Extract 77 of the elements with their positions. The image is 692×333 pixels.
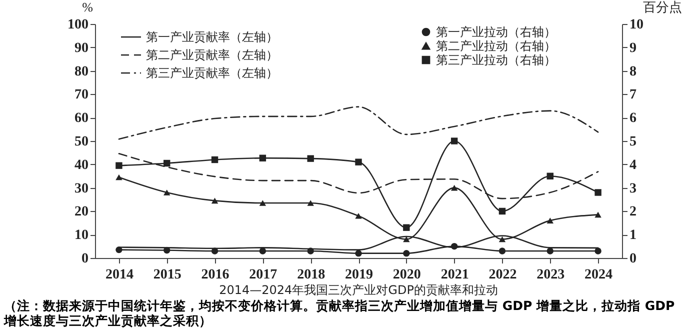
point — [307, 200, 314, 206]
y2-axis-title: 百分点 — [643, 0, 682, 14]
x-tick-label: 2017 — [249, 268, 278, 282]
y2-tick-label: 7 — [630, 88, 636, 103]
y-tick-label: 20 — [74, 204, 88, 220]
x-tick-label: 2020 — [392, 268, 421, 282]
y2-tick-label: 10 — [630, 18, 644, 32]
x-tick-label: 2014 — [105, 268, 134, 282]
point — [259, 154, 266, 162]
y2-tick-label: 3 — [630, 181, 636, 196]
x-tick-label: 2015 — [153, 268, 182, 282]
point — [403, 236, 410, 242]
point — [403, 250, 410, 257]
y2-tick-label: 8 — [630, 64, 636, 80]
y2-tick-label: 0 — [630, 252, 636, 266]
point — [355, 212, 362, 219]
y2-tick-label: 9 — [630, 40, 636, 56]
point — [116, 162, 122, 169]
x-tick-label: 2022 — [488, 268, 517, 282]
point — [498, 236, 506, 242]
y-tick-label: 60 — [74, 111, 88, 126]
y-tick-label: 70 — [74, 88, 88, 103]
point — [211, 248, 218, 254]
x-tick-label: 2021 — [440, 268, 469, 282]
point — [594, 212, 602, 218]
x-tick-label: 2018 — [297, 268, 326, 282]
point — [355, 158, 362, 166]
point — [498, 248, 506, 254]
point — [259, 248, 266, 254]
x-tick-label: 2024 — [584, 268, 613, 282]
legend-label: 第一产业拉动（右轴） — [436, 25, 556, 39]
point — [116, 246, 122, 254]
y-tick-label: 10 — [74, 228, 88, 244]
y-tick-label: 80 — [74, 64, 88, 80]
y2-tick-label: 5 — [630, 134, 636, 150]
y-tick-label: 100 — [68, 18, 88, 32]
point — [211, 198, 218, 204]
y-tick-label: 90 — [74, 40, 88, 56]
y-tick-label: 40 — [74, 158, 88, 173]
point — [450, 184, 458, 191]
x-tick-label: 2023 — [536, 268, 565, 282]
point — [403, 224, 410, 231]
point — [259, 200, 266, 206]
point — [307, 155, 314, 162]
y-axis-title: % — [82, 0, 94, 14]
point — [355, 250, 362, 257]
point — [594, 248, 602, 254]
legend-label: 第二产业拉动（右轴） — [436, 39, 556, 53]
legend-label: 第三产业拉动（右轴） — [436, 53, 556, 67]
point — [307, 248, 314, 254]
y-tick-label: 30 — [74, 181, 88, 196]
point — [164, 160, 170, 167]
point — [594, 189, 602, 196]
legend-label: 第二产业贡献率（左轴） — [146, 48, 278, 62]
x-tick-label: 2016 — [201, 268, 230, 282]
point — [116, 174, 122, 180]
y2-tick-label: 1 — [630, 228, 636, 244]
y-tick-label: 0 — [82, 252, 88, 266]
point — [450, 138, 458, 144]
legend-label: 第三产业贡献率（左轴） — [146, 66, 278, 80]
point — [164, 246, 170, 254]
point — [164, 190, 170, 196]
y2-tick-label: 4 — [630, 158, 636, 173]
point — [211, 156, 218, 164]
text: 2014—2024年我国三次产业对GDP的贡献率和拉动 — [219, 283, 498, 297]
y2-tick-label: 2 — [630, 204, 636, 220]
point — [450, 242, 458, 250]
point — [498, 208, 506, 215]
line-series — [118, 106, 599, 140]
x-tick-label: 2019 — [345, 268, 373, 282]
point — [546, 172, 554, 180]
y2-tick-label: 6 — [630, 111, 636, 126]
point — [546, 218, 554, 224]
y-tick-label: 50 — [74, 134, 88, 150]
text: （注：数据来源于中国统计年鉴，均按不变价格计算。贡献率指三次产业增加值增量与 GDP 增量之比，拉动指 GDP 增长速度与三次产业贡献率之采积） — [2, 298, 676, 328]
point — [546, 248, 554, 254]
legend-label: 第一产业贡献率（左轴） — [146, 30, 278, 44]
